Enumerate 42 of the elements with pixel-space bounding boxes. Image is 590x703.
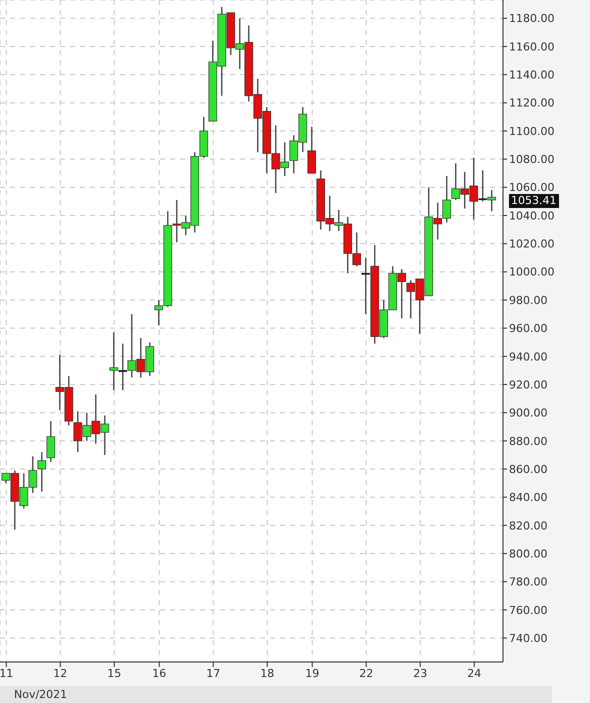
x-tick-label: 19 (305, 666, 320, 680)
y-tick-label: 920.00 (509, 378, 548, 392)
x-tick-label: 18 (260, 666, 274, 680)
y-tick-label: 780.00 (509, 576, 548, 589)
y-tick-label: 880.00 (509, 434, 548, 448)
x-tick-label: 12 (53, 666, 68, 680)
y-tick-label: 840.00 (509, 491, 548, 504)
candlestick (37, 451, 46, 492)
y-tick-label: 1140.00 (509, 68, 554, 82)
candlestick (361, 257, 370, 315)
y-tick-label: 900.00 (509, 406, 548, 420)
y-tick-label: 1080.00 (509, 153, 554, 166)
y-tick-label: 1100.00 (509, 124, 554, 138)
x-tick-label: 24 (467, 666, 482, 680)
y-tick-label: 1160.00 (509, 40, 554, 54)
y-tick-label: 1020.00 (509, 238, 554, 251)
x-tick-label: 11 (0, 666, 14, 680)
candlestick (307, 126, 316, 174)
candlestick (46, 420, 56, 463)
y-tick-label: 800.00 (509, 547, 548, 560)
x-tick-label: 22 (359, 666, 374, 680)
candlestick (487, 190, 496, 212)
candlestick (118, 343, 128, 391)
y-tick-label: 1000.00 (509, 266, 554, 279)
y-tick-label: 760.00 (509, 604, 548, 617)
x-tick-label: 15 (107, 666, 122, 680)
text: 1053.41 (509, 194, 558, 208)
y-tick-label: 1040.00 (509, 209, 554, 222)
x-tick-label: 23 (413, 666, 428, 680)
y-tick-label: 740.00 (509, 632, 548, 645)
y-tick-label: 1120.00 (509, 96, 554, 110)
x-tick-label: 17 (206, 666, 220, 680)
y-tick-label: 1180.00 (509, 12, 554, 26)
candlestick (109, 332, 118, 391)
y-tick-label: 960.00 (509, 322, 548, 336)
y-tick-label: 1060.00 (509, 181, 554, 194)
y-tick-label: 860.00 (509, 462, 548, 476)
x-tick-label: 16 (152, 666, 166, 680)
y-tick-label: 980.00 (509, 294, 548, 307)
x-axis-title: Nov/2021 (0, 686, 552, 703)
y-tick-label: 940.00 (509, 350, 548, 364)
y-tick-label: 820.00 (509, 519, 548, 532)
